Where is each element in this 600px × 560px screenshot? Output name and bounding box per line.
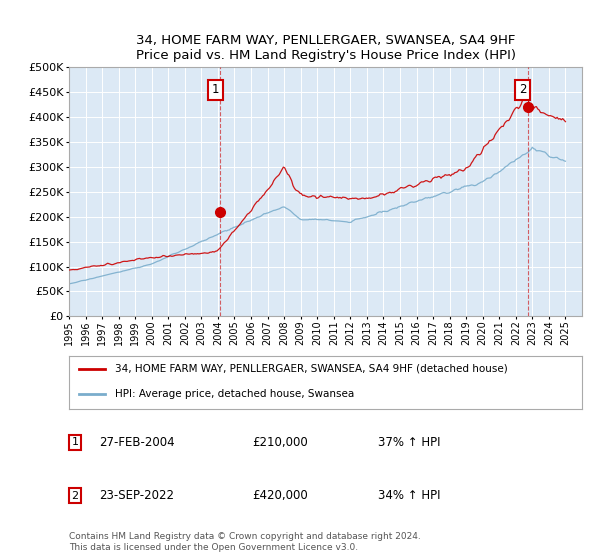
Text: £210,000: £210,000: [252, 436, 308, 449]
Text: 2: 2: [71, 491, 79, 501]
Text: HPI: Average price, detached house, Swansea: HPI: Average price, detached house, Swan…: [115, 389, 355, 399]
Text: 37% ↑ HPI: 37% ↑ HPI: [378, 436, 440, 449]
Title: 34, HOME FARM WAY, PENLLERGAER, SWANSEA, SA4 9HF
Price paid vs. HM Land Registry: 34, HOME FARM WAY, PENLLERGAER, SWANSEA,…: [136, 34, 515, 62]
Text: 23-SEP-2022: 23-SEP-2022: [99, 489, 174, 502]
Text: Contains HM Land Registry data © Crown copyright and database right 2024.
This d: Contains HM Land Registry data © Crown c…: [69, 533, 421, 552]
Text: 27-FEB-2004: 27-FEB-2004: [99, 436, 175, 449]
Text: £420,000: £420,000: [252, 489, 308, 502]
Text: 1: 1: [212, 83, 219, 96]
Text: 34, HOME FARM WAY, PENLLERGAER, SWANSEA, SA4 9HF (detached house): 34, HOME FARM WAY, PENLLERGAER, SWANSEA,…: [115, 364, 508, 374]
Text: 34% ↑ HPI: 34% ↑ HPI: [378, 489, 440, 502]
Text: 1: 1: [71, 437, 79, 447]
Text: 2: 2: [519, 83, 527, 96]
